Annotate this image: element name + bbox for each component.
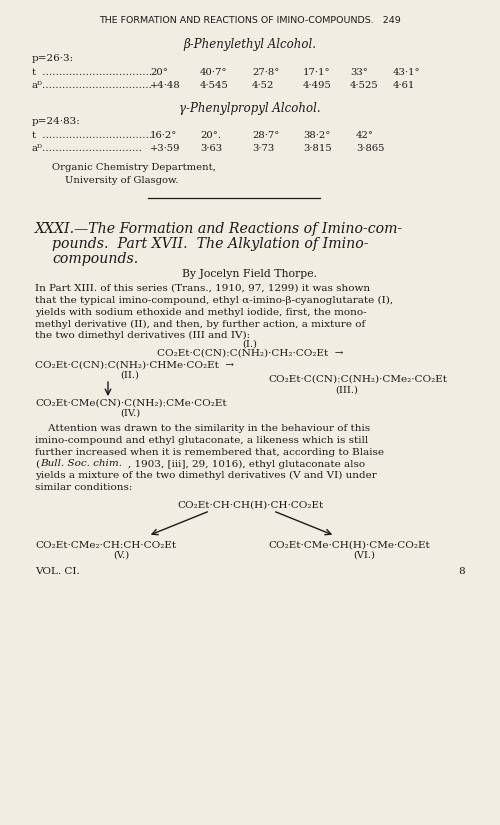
Text: 40·7°: 40·7° xyxy=(200,68,228,77)
Text: β-Phenylethyl Alcohol.: β-Phenylethyl Alcohol. xyxy=(184,38,316,51)
Text: the two dimethyl derivatives (III and IV):: the two dimethyl derivatives (III and IV… xyxy=(35,331,250,341)
Text: University of Glasgow.: University of Glasgow. xyxy=(65,176,178,185)
Text: yields a mixture of the two dimethyl derivatives (V and VI) under: yields a mixture of the two dimethyl der… xyxy=(35,471,377,480)
Text: (VI.): (VI.) xyxy=(353,551,375,560)
Text: aᴰ…………………………: aᴰ………………………… xyxy=(32,144,143,153)
Text: 4·52: 4·52 xyxy=(252,81,274,90)
Text: 4·525: 4·525 xyxy=(350,81,379,90)
Text: +4·48: +4·48 xyxy=(150,81,181,90)
Text: 8: 8 xyxy=(458,567,466,576)
Text: 38·2°: 38·2° xyxy=(303,131,330,140)
Text: p=24·83:: p=24·83: xyxy=(32,117,81,126)
Text: (V.): (V.) xyxy=(113,551,129,560)
Text: By Jocelyn Field Thorpe.: By Jocelyn Field Thorpe. xyxy=(182,269,318,279)
Text: THE FORMATION AND REACTIONS OF IMINO-COMPOUNDS.   249: THE FORMATION AND REACTIONS OF IMINO-COM… xyxy=(99,16,401,25)
Text: 4·545: 4·545 xyxy=(200,81,229,90)
Text: CO₂Et·CMe(CN)·C(NH₂)ːCMe·CO₂Et: CO₂Et·CMe(CN)·C(NH₂)ːCMe·CO₂Et xyxy=(35,399,226,408)
Text: XXXI.—The Formation and Reactions of Imino-com-: XXXI.—The Formation and Reactions of Imi… xyxy=(35,222,403,236)
Text: further increased when it is remembered that, according to Blaise: further increased when it is remembered … xyxy=(35,448,384,456)
Text: aᴰ……………………………: aᴰ…………………………… xyxy=(32,81,153,90)
Text: 4·61: 4·61 xyxy=(393,81,415,90)
Text: 17·1°: 17·1° xyxy=(303,68,330,77)
Text: 3·815: 3·815 xyxy=(303,144,332,153)
Text: 28·7°: 28·7° xyxy=(252,131,280,140)
Text: Attention was drawn to the similarity in the behaviour of this: Attention was drawn to the similarity in… xyxy=(35,424,370,433)
Text: similar conditions:: similar conditions: xyxy=(35,483,132,492)
Text: 42°: 42° xyxy=(356,131,374,140)
Text: compounds.: compounds. xyxy=(52,252,138,266)
Text: CO₂Et·C(CN)ːC(NH₂)·CMe₂·CO₂Et: CO₂Et·C(CN)ːC(NH₂)·CMe₂·CO₂Et xyxy=(268,375,447,384)
Text: yields with sodium ethoxide and methyl iodide, first, the mono-: yields with sodium ethoxide and methyl i… xyxy=(35,308,366,317)
Text: (: ( xyxy=(35,460,39,469)
Text: that the typical imino-compound, ethyl α-imino-β-cyanoglutarate (I),: that the typical imino-compound, ethyl α… xyxy=(35,296,393,305)
Text: Bull. Soc. chim.: Bull. Soc. chim. xyxy=(40,460,122,469)
Text: 16·2°: 16·2° xyxy=(150,131,178,140)
Text: 20°: 20° xyxy=(150,68,168,77)
Text: In Part XIII. of this series (Trans., 1910, 97, 1299) it was shown: In Part XIII. of this series (Trans., 19… xyxy=(35,284,370,293)
Text: Organic Chemistry Department,: Organic Chemistry Department, xyxy=(52,163,216,172)
Text: imino-compound and ethyl glutaconate, a likeness which is still: imino-compound and ethyl glutaconate, a … xyxy=(35,436,368,445)
Text: VOL. CI.: VOL. CI. xyxy=(35,567,80,576)
Text: , 1903, [iii], 29, 1016), ethyl glutaconate also: , 1903, [iii], 29, 1016), ethyl glutacon… xyxy=(128,460,365,469)
Text: (IV.): (IV.) xyxy=(120,409,140,418)
Text: 3·73: 3·73 xyxy=(252,144,274,153)
Text: +3·59: +3·59 xyxy=(150,144,180,153)
Text: CO₂Et·C(CN)ːC(NH₂)·CH₂·CO₂Et  →: CO₂Et·C(CN)ːC(NH₂)·CH₂·CO₂Et → xyxy=(157,349,343,358)
Text: (III.): (III.) xyxy=(335,386,358,395)
Text: t  ……………………………: t …………………………… xyxy=(32,68,152,77)
Text: CO₂Et·CH·CH(H)·CH·CO₂Et: CO₂Et·CH·CH(H)·CH·CO₂Et xyxy=(177,501,323,510)
Text: 3·63: 3·63 xyxy=(200,144,222,153)
Text: (II.): (II.) xyxy=(120,371,139,380)
Text: pounds.  Part XVII.  The Alkylation of Imino-: pounds. Part XVII. The Alkylation of Imi… xyxy=(52,237,368,251)
Text: t  ……………………………: t …………………………… xyxy=(32,131,152,140)
Text: 3·865: 3·865 xyxy=(356,144,384,153)
Text: CO₂Et·CMe·CH(H)·CMe·CO₂Et: CO₂Et·CMe·CH(H)·CMe·CO₂Et xyxy=(268,541,430,549)
Text: 27·8°: 27·8° xyxy=(252,68,280,77)
Text: 4·495: 4·495 xyxy=(303,81,332,90)
Text: (I.): (I.) xyxy=(242,340,258,349)
Text: CO₂Et·C(CN)ːC(NH₂)·CHMe·CO₂Et  →: CO₂Et·C(CN)ːC(NH₂)·CHMe·CO₂Et → xyxy=(35,361,234,370)
Text: 20°.: 20°. xyxy=(200,131,221,140)
Text: methyl derivative (II), and then, by further action, a mixture of: methyl derivative (II), and then, by fur… xyxy=(35,319,365,328)
Text: γ-Phenylpropyl Alcohol.: γ-Phenylpropyl Alcohol. xyxy=(179,102,321,115)
Text: 33°: 33° xyxy=(350,68,368,77)
Text: p=26·3:: p=26·3: xyxy=(32,54,74,63)
Text: 43·1°: 43·1° xyxy=(393,68,420,77)
Text: CO₂Et·CMe₂·CHːCH·CO₂Et: CO₂Et·CMe₂·CHːCH·CO₂Et xyxy=(35,541,176,549)
